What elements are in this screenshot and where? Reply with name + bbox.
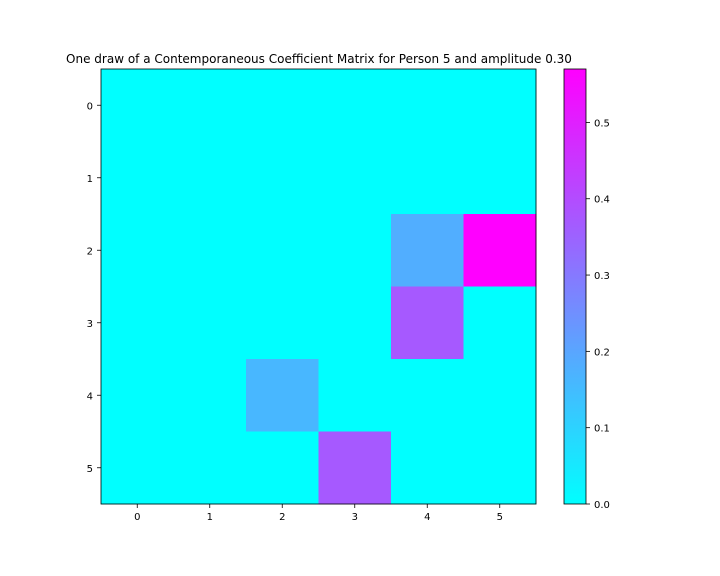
y-tick-label: 3 (87, 319, 93, 330)
colorbar-tick-label: 0.1 (594, 424, 610, 435)
heatmap-cell-r2-c1 (173, 214, 247, 287)
heatmap-cell-r4-c0 (101, 359, 174, 432)
heatmap-cell-r5-c5 (463, 431, 537, 505)
y-tick-label: 4 (87, 391, 93, 402)
heatmap-cell-r0-c2 (246, 69, 319, 142)
heatmap-cell-r4-c3 (318, 359, 392, 432)
heatmap-cell-r0-c5 (463, 69, 537, 142)
heatmap-cell-r1-c0 (101, 141, 174, 215)
heatmap-cell-r4-c5 (463, 359, 537, 432)
heatmap-cell-r5-c4 (391, 431, 464, 505)
heatmap-cell-r3-c0 (101, 286, 174, 360)
heatmap-cell-r5-c2 (246, 431, 319, 505)
y-tick-label: 5 (87, 464, 93, 475)
heatmap-cell-r1-c2 (246, 141, 319, 215)
heatmap-cell-r4-c1 (173, 359, 247, 432)
y-tick-label: 0 (87, 101, 93, 112)
colorbar (563, 68, 587, 505)
heatmap-cell-r2-c0 (101, 214, 174, 287)
x-tick-label: 0 (134, 512, 140, 523)
y-tick-label: 2 (87, 246, 93, 257)
colorbar-tick-label: 0.3 (594, 271, 610, 282)
x-tick-label: 4 (424, 512, 430, 523)
x-axis: 0 1 2 3 4 5 (134, 504, 503, 523)
heatmap-cell-r0-c0 (101, 69, 174, 142)
x-tick-label: 1 (207, 512, 213, 523)
heatmap-cell-r1-c3 (318, 141, 392, 215)
heatmap-cell-r1-c1 (173, 141, 247, 215)
heatmap-cell-r5-c1 (173, 431, 247, 505)
heatmap-cell-r5-c0 (101, 431, 174, 505)
heatmap-cell-r3-c4 (391, 286, 464, 360)
heatmap-cell-r4-c2 (246, 359, 319, 432)
heatmap-cell-r3-c3 (318, 286, 392, 360)
heatmap-cell-r2-c5 (463, 214, 537, 287)
heatmap-cell-r2-c2 (246, 214, 319, 287)
chart-title: One draw of a Contemporaneous Coefficien… (66, 52, 572, 66)
x-tick-label: 3 (352, 512, 358, 523)
colorbar-tick-label: 0.0 (594, 500, 610, 511)
heatmap-cell-r0-c1 (173, 69, 247, 142)
y-tick-label: 1 (87, 174, 93, 185)
heatmap-cell-r3-c1 (173, 286, 247, 360)
y-axis: 0 1 2 3 4 5 (87, 101, 101, 475)
heatmap-cell-r1-c5 (463, 141, 537, 215)
colorbar-tick-label: 0.5 (594, 118, 610, 129)
heatmap-cell-r2-c3 (318, 214, 392, 287)
heatmap-cells (101, 69, 537, 505)
heatmap-cell-r3-c5 (463, 286, 537, 360)
heatmap-cell-r0-c3 (318, 69, 392, 142)
x-tick-label: 2 (279, 512, 285, 523)
heatmap-cell-r5-c3 (318, 431, 392, 505)
x-tick-label: 5 (497, 512, 503, 523)
colorbar-tick-label: 0.4 (594, 195, 610, 206)
heatmap-cell-r0-c4 (391, 69, 464, 142)
heatmap-cell-r2-c4 (391, 214, 464, 287)
heatmap-cell-r3-c2 (246, 286, 319, 360)
colorbar-axis: 0.0 0.1 0.2 0.3 0.4 0.5 (586, 118, 610, 511)
heatmap-cell-r1-c4 (391, 141, 464, 215)
plot-frame (100, 68, 537, 505)
heatmap-cell-r4-c4 (391, 359, 464, 432)
colorbar-tick-label: 0.2 (594, 347, 610, 358)
